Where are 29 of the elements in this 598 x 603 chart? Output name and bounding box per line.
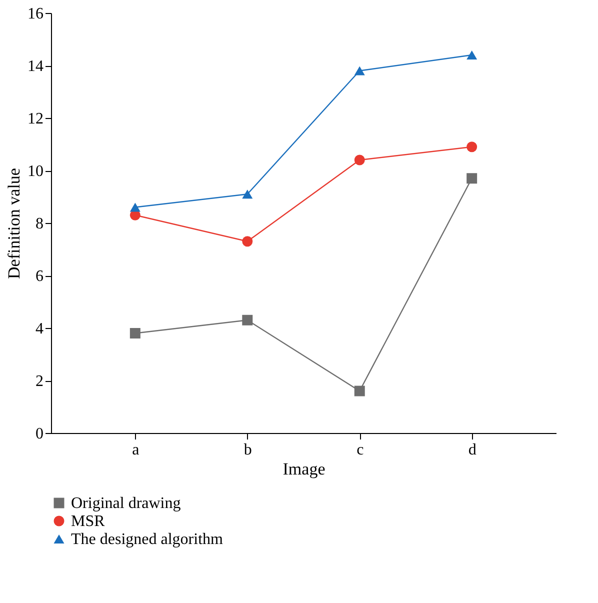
point xyxy=(130,202,140,212)
x-tick-label: d xyxy=(468,442,476,458)
y-axis-title: Definition value xyxy=(4,168,24,279)
legend-label: Original drawing xyxy=(71,495,181,512)
y-tick-label: 2 xyxy=(36,373,44,390)
x-axis-title: Image xyxy=(282,460,326,478)
y-tick-label: 10 xyxy=(28,163,44,180)
y-tick-label: 14 xyxy=(28,58,44,75)
point xyxy=(354,66,365,76)
x-tick-label: a xyxy=(132,442,140,458)
point xyxy=(466,50,478,60)
point xyxy=(130,328,140,338)
x-tick-label: b xyxy=(244,442,252,458)
point xyxy=(242,190,253,199)
point xyxy=(466,142,478,152)
point xyxy=(242,236,253,247)
y-tick-label: 4 xyxy=(36,320,44,338)
point xyxy=(354,154,365,166)
y-tick-label: 0 xyxy=(36,426,44,442)
legend-label: The designed algorithm xyxy=(71,531,224,548)
point xyxy=(242,314,253,326)
y-tick-label: 12 xyxy=(28,110,44,128)
y-tick-label: 6 xyxy=(36,268,44,285)
y-tick-label: 16 xyxy=(28,6,44,22)
point xyxy=(354,386,365,396)
y-tick-label: 8 xyxy=(36,216,44,232)
legend-label: MSR xyxy=(71,513,106,530)
x-tick-label: c xyxy=(356,442,364,458)
point xyxy=(466,173,478,184)
